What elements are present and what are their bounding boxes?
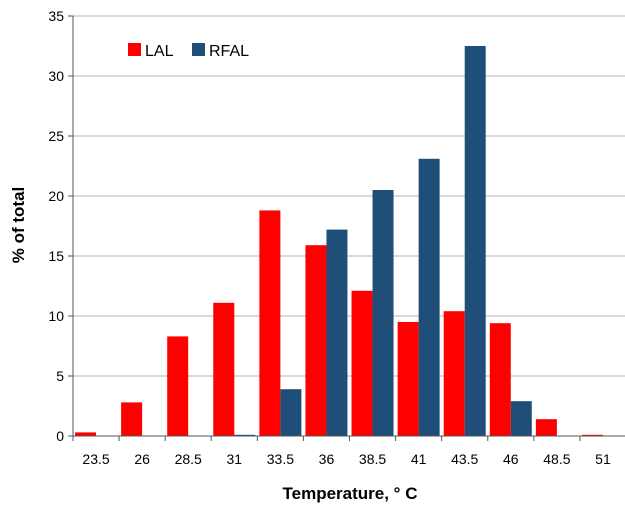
y-tick-label: 5 <box>56 368 64 384</box>
bar-lal <box>397 322 419 436</box>
gridlines <box>73 15 625 377</box>
x-tick-label: 31 <box>227 451 243 467</box>
legend: LAL RFAL <box>128 43 249 60</box>
y-tick-label: 20 <box>48 188 64 204</box>
bar-lal <box>259 210 281 436</box>
x-tick-labels: 23.5 26 28.5 31 33.5 36 38.5 41 43.5 46 48.5 51 <box>72 436 611 467</box>
bar-lal <box>213 302 235 436</box>
x-tick-label: 46 <box>503 451 519 467</box>
bar-rfal <box>326 229 348 436</box>
bar-lal <box>581 434 603 436</box>
bar-rfal <box>280 389 302 436</box>
x-tick-label: 38.5 <box>359 451 386 467</box>
bar-lal <box>489 323 511 436</box>
x-tick-label: 36 <box>319 451 335 467</box>
x-tick-label: 28.5 <box>175 451 202 467</box>
y-axis-title: % of total <box>9 187 28 264</box>
bar-lal <box>75 432 97 436</box>
y-tick-label: 10 <box>48 308 64 324</box>
bar-lal <box>535 419 557 436</box>
bar-rfal <box>510 401 532 436</box>
x-tick-label: 41 <box>411 451 427 467</box>
x-axis-title: Temperature, ° C <box>283 484 418 503</box>
x-tick-label: 33.5 <box>267 451 294 467</box>
y-tick-labels: 0 5 10 15 20 25 30 35 <box>48 8 73 444</box>
bar-rfal <box>418 158 440 437</box>
bar-rfal <box>372 190 394 436</box>
bar-lal <box>167 336 189 436</box>
x-tick-label: 48.5 <box>543 451 570 467</box>
legend-swatch-lal <box>128 43 141 56</box>
y-tick-label: 15 <box>48 248 64 264</box>
x-tick-label: 51 <box>595 451 611 467</box>
bar-lal <box>121 402 143 436</box>
legend-swatch-rfal <box>192 43 205 56</box>
y-tick-label: 30 <box>48 68 64 84</box>
bar-lal <box>443 311 465 436</box>
bar-rfal <box>464 46 486 436</box>
y-tick-label: 25 <box>48 128 64 144</box>
bar-lal <box>305 245 327 436</box>
x-tick-label: 43.5 <box>451 451 478 467</box>
x-tick-label: 23.5 <box>82 451 109 467</box>
legend-label-rfal: RFAL <box>209 43 249 60</box>
bars <box>75 46 603 437</box>
y-tick-label: 35 <box>48 8 64 24</box>
legend-label-lal: LAL <box>145 43 174 60</box>
y-tick-label: 0 <box>56 428 64 444</box>
x-tick-label: 26 <box>134 451 150 467</box>
bar-rfal <box>234 434 256 436</box>
bar-lal <box>351 290 373 436</box>
